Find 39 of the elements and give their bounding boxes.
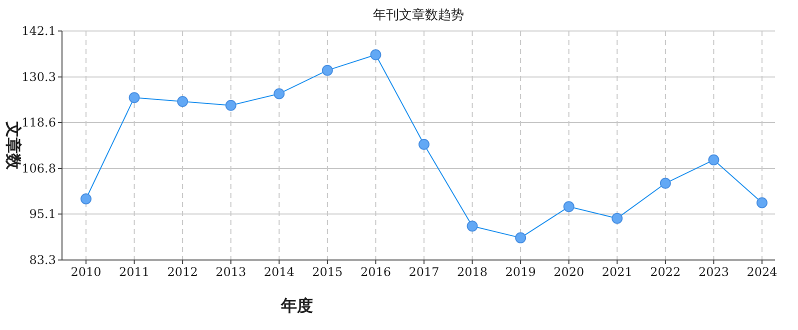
point [708, 154, 720, 166]
point [756, 197, 768, 208]
y-tick-label: 106.8 [22, 161, 56, 176]
x-tick-label: 2022 [650, 265, 681, 279]
point [177, 96, 188, 107]
point [274, 88, 285, 100]
point [128, 92, 140, 104]
point [515, 232, 526, 244]
y-tick-label: 130.3 [22, 70, 56, 84]
x-tick-label: 2016 [360, 265, 391, 279]
x-tick-label: 2024 [746, 265, 778, 279]
x-tick-label: 2023 [698, 265, 729, 279]
point [418, 138, 430, 150]
x-axis-title: 年度 [280, 296, 313, 315]
point [225, 100, 236, 111]
x-tick-label: 2011 [119, 265, 150, 279]
x-tick-label: 2012 [167, 265, 198, 279]
point [370, 49, 382, 60]
chart-title: 年刊文章数趋势 [373, 8, 464, 23]
y-tick-label: 142.1 [22, 24, 56, 38]
x-tick-label: 2010 [70, 265, 102, 279]
point [466, 220, 478, 232]
x-tick-label: 2013 [216, 265, 246, 279]
y-tick-label: 118.6 [22, 116, 56, 130]
x-tick-label: 2017 [408, 265, 440, 279]
x-tick-label: 2021 [602, 265, 632, 279]
point [563, 201, 574, 212]
point [322, 64, 333, 76]
y-axis-title: 文章数 [4, 120, 23, 170]
point [612, 212, 623, 224]
point [660, 178, 671, 189]
x-tick-label: 2014 [264, 265, 295, 279]
x-tick-label: 2020 [554, 265, 584, 279]
x-tick-label: 2018 [457, 265, 488, 279]
x-tick-label: 2019 [505, 265, 536, 279]
y-tick-label: 95.1 [29, 207, 56, 222]
y-tick-label: 83.3 [29, 253, 56, 267]
x-tick-label: 2015 [312, 265, 343, 279]
point [80, 193, 92, 204]
